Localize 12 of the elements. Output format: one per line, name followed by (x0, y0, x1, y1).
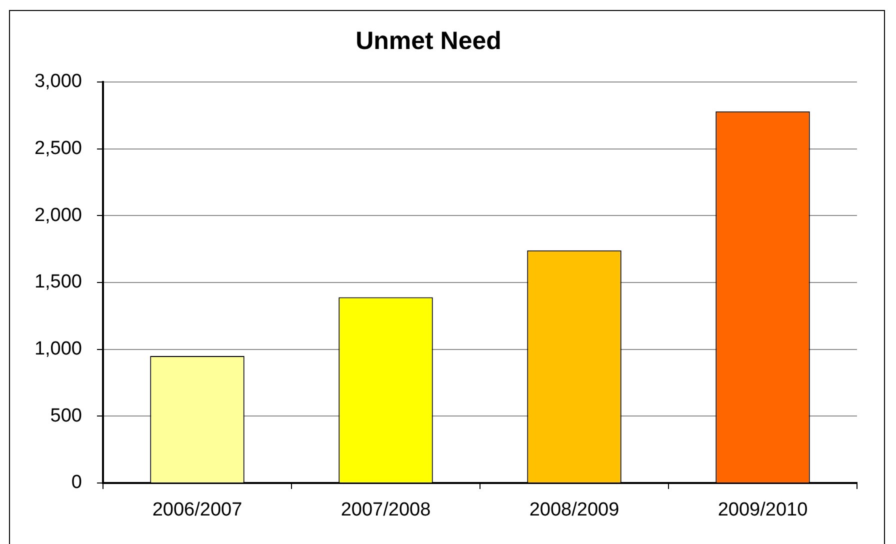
x-tick-label: 2009/2010 (718, 500, 808, 521)
y-tick-label: 500 (50, 405, 82, 426)
x-tick-label: 2006/2007 (152, 500, 242, 521)
y-tick-label: 2,500 (34, 138, 82, 160)
y-tick-label: 1,000 (34, 338, 82, 360)
chart-title: Unmet Need (356, 26, 502, 55)
x-tick-label: 2007/2008 (340, 500, 431, 521)
y-tick-label: 0 (71, 472, 82, 494)
y-tick-label: 1,500 (34, 272, 82, 293)
x-tick-label: 2008/2009 (529, 500, 620, 521)
y-tick-label: 3,000 (34, 71, 82, 92)
y-tick-label: 2,000 (34, 204, 82, 226)
